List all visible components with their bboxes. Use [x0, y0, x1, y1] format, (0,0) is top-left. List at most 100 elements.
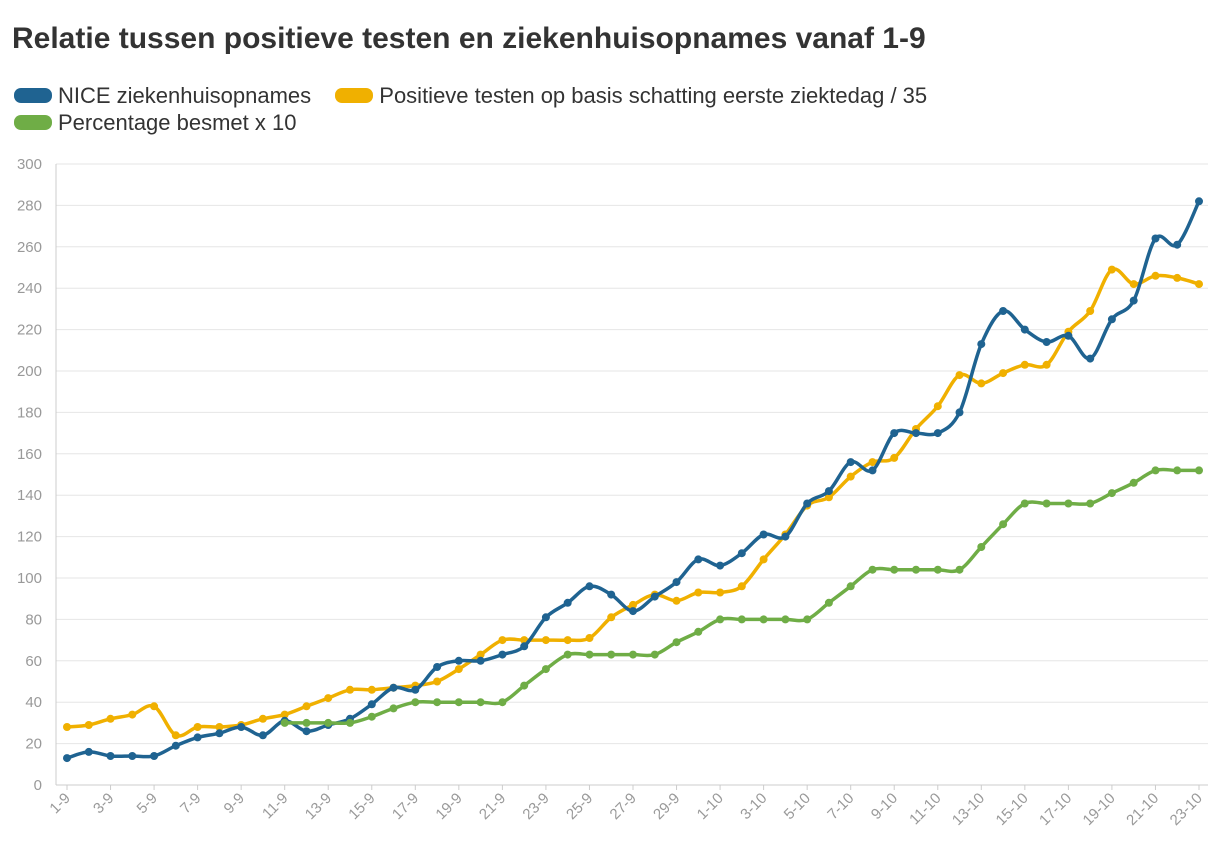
data-point-percentage-besmet[interactable]: [280, 718, 289, 727]
data-point-percentage-besmet[interactable]: [302, 718, 311, 727]
data-point-percentage-besmet[interactable]: [781, 615, 790, 624]
data-point-positieve-testen[interactable]: [607, 613, 616, 622]
data-point-nice[interactable]: [106, 752, 115, 760]
data-point-positieve-testen[interactable]: [1042, 360, 1051, 369]
data-point-positieve-testen[interactable]: [171, 731, 180, 740]
data-point-nice[interactable]: [629, 607, 637, 616]
data-point-nice[interactable]: [193, 733, 202, 742]
data-point-nice[interactable]: [258, 731, 267, 740]
data-point-percentage-besmet[interactable]: [433, 698, 442, 707]
data-point-nice[interactable]: [389, 683, 398, 692]
data-point-positieve-testen[interactable]: [454, 665, 463, 674]
data-point-positieve-testen[interactable]: [629, 600, 637, 609]
data-point-positieve-testen[interactable]: [933, 402, 942, 411]
data-point-nice[interactable]: [302, 727, 311, 736]
data-point-positieve-testen[interactable]: [1107, 265, 1116, 274]
data-point-nice[interactable]: [803, 499, 812, 508]
data-point-positieve-testen[interactable]: [1151, 271, 1160, 280]
data-point-positieve-testen[interactable]: [258, 714, 267, 723]
data-point-percentage-besmet[interactable]: [1129, 478, 1138, 487]
data-point-nice[interactable]: [84, 747, 93, 756]
data-point-positieve-testen[interactable]: [1129, 280, 1138, 289]
data-point-nice[interactable]: [694, 555, 703, 564]
data-point-percentage-besmet[interactable]: [1020, 499, 1029, 508]
data-point-positieve-testen[interactable]: [694, 588, 703, 597]
data-point-percentage-besmet[interactable]: [454, 698, 463, 707]
data-point-percentage-besmet[interactable]: [1195, 466, 1203, 475]
data-point-positieve-testen[interactable]: [433, 677, 442, 686]
data-point-nice[interactable]: [63, 754, 71, 763]
data-point-percentage-besmet[interactable]: [585, 650, 594, 659]
data-point-percentage-besmet[interactable]: [650, 650, 659, 659]
data-point-positieve-testen[interactable]: [868, 458, 877, 467]
data-point-percentage-besmet[interactable]: [1151, 466, 1160, 475]
data-point-percentage-besmet[interactable]: [846, 582, 855, 591]
data-point-positieve-testen[interactable]: [759, 555, 768, 564]
data-point-nice[interactable]: [912, 429, 920, 438]
data-point-percentage-besmet[interactable]: [1107, 489, 1116, 498]
data-point-percentage-besmet[interactable]: [1173, 466, 1182, 475]
data-point-nice[interactable]: [1173, 240, 1182, 249]
data-point-positieve-testen[interactable]: [150, 702, 159, 711]
data-point-nice[interactable]: [933, 429, 942, 438]
data-point-positieve-testen[interactable]: [324, 694, 333, 703]
data-point-positieve-testen[interactable]: [367, 685, 376, 694]
data-point-nice[interactable]: [672, 578, 681, 587]
data-point-percentage-besmet[interactable]: [672, 638, 681, 647]
data-point-percentage-besmet[interactable]: [694, 627, 703, 636]
data-point-nice[interactable]: [1020, 325, 1029, 334]
data-point-nice[interactable]: [1107, 315, 1116, 324]
data-point-percentage-besmet[interactable]: [890, 565, 899, 574]
data-point-nice[interactable]: [585, 582, 594, 591]
data-point-percentage-besmet[interactable]: [868, 565, 877, 574]
data-point-nice[interactable]: [128, 752, 137, 760]
data-point-nice[interactable]: [454, 656, 463, 665]
data-point-nice[interactable]: [650, 592, 659, 601]
data-point-positieve-testen[interactable]: [1173, 273, 1182, 282]
data-point-percentage-besmet[interactable]: [1042, 499, 1051, 508]
data-point-positieve-testen[interactable]: [106, 714, 115, 723]
data-point-nice[interactable]: [868, 466, 877, 475]
data-point-percentage-besmet[interactable]: [1086, 499, 1095, 508]
data-point-nice[interactable]: [150, 752, 159, 760]
data-point-percentage-besmet[interactable]: [999, 520, 1008, 529]
data-point-percentage-besmet[interactable]: [759, 615, 768, 624]
data-point-percentage-besmet[interactable]: [737, 615, 746, 624]
data-point-positieve-testen[interactable]: [846, 472, 855, 481]
data-point-nice[interactable]: [237, 723, 246, 731]
data-point-nice[interactable]: [999, 307, 1008, 315]
data-point-nice[interactable]: [759, 530, 768, 539]
data-point-nice[interactable]: [977, 340, 986, 349]
data-point-positieve-testen[interactable]: [63, 723, 71, 731]
data-point-nice[interactable]: [890, 429, 899, 438]
data-point-positieve-testen[interactable]: [716, 588, 725, 597]
data-point-percentage-besmet[interactable]: [520, 681, 529, 690]
data-point-nice[interactable]: [563, 598, 572, 607]
data-point-percentage-besmet[interactable]: [716, 615, 725, 624]
data-point-nice[interactable]: [476, 656, 485, 665]
data-point-nice[interactable]: [541, 613, 550, 622]
data-point-nice[interactable]: [367, 700, 376, 709]
data-point-percentage-besmet[interactable]: [977, 543, 986, 551]
data-point-nice[interactable]: [846, 458, 855, 467]
data-point-nice[interactable]: [1064, 331, 1073, 340]
data-point-nice[interactable]: [1042, 338, 1051, 346]
data-point-positieve-testen[interactable]: [737, 582, 746, 591]
data-point-positieve-testen[interactable]: [346, 685, 354, 694]
data-point-percentage-besmet[interactable]: [476, 698, 485, 707]
data-point-percentage-besmet[interactable]: [1064, 499, 1073, 508]
data-point-nice[interactable]: [1086, 354, 1095, 363]
data-point-percentage-besmet[interactable]: [563, 650, 572, 659]
data-point-positieve-testen[interactable]: [1195, 280, 1203, 289]
data-point-percentage-besmet[interactable]: [803, 615, 812, 624]
data-point-percentage-besmet[interactable]: [824, 598, 833, 607]
data-point-percentage-besmet[interactable]: [389, 704, 398, 713]
data-point-nice[interactable]: [1195, 197, 1203, 206]
data-point-nice[interactable]: [716, 561, 725, 570]
data-point-nice[interactable]: [607, 590, 616, 599]
data-point-percentage-besmet[interactable]: [955, 565, 964, 574]
data-point-positieve-testen[interactable]: [585, 634, 594, 642]
legend-item-positieve-testen[interactable]: Positieve testen op basis schatting eers…: [335, 82, 927, 109]
data-point-percentage-besmet[interactable]: [912, 565, 920, 574]
data-point-nice[interactable]: [171, 741, 180, 750]
